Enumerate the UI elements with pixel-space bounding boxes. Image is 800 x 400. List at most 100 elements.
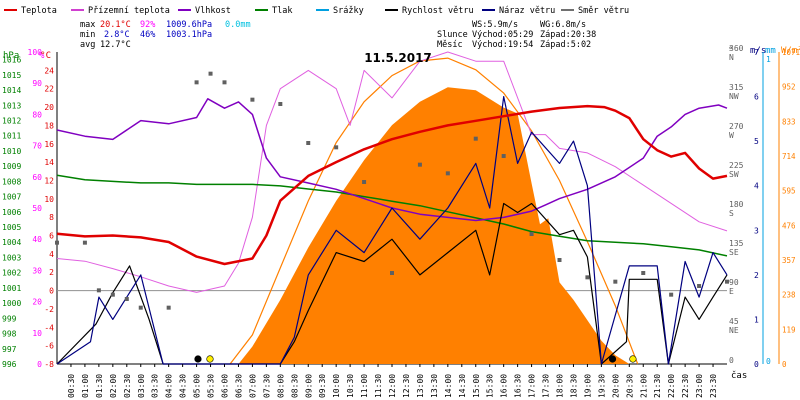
solar-tick: 357 [782,256,796,265]
time-tick: 06:00 [221,374,230,398]
temp-tick: 14 [44,158,54,167]
wind-direction-point [82,240,87,245]
time-tick: 22:00 [667,374,676,398]
time-tick: 08:30 [290,374,299,398]
wind-tick: 1 [754,315,759,324]
press-tick: 1002 [2,269,21,278]
time-tick: 15:00 [472,374,481,398]
time-tick: 09:00 [304,374,313,398]
temp-tick: -2 [44,305,54,314]
ground-temperature-line [56,51,728,293]
temp-tick: 22 [44,85,54,94]
dir-tick: 135 [729,239,744,248]
solar-tick: 238 [782,291,796,300]
wind-direction-point [390,271,394,275]
time-tick: 08:00 [276,374,285,398]
hum-tick: 30 [32,266,42,275]
stat-max-label: max [80,20,95,30]
info-block: WS:5.9m/s WG:6.8m/s Slunce Východ:05:29 … [437,20,596,50]
time-tick: 17:30 [542,374,551,398]
time-tick: 13:30 [430,374,439,398]
solar-area [57,87,727,364]
dir-cardinal: NE [729,326,739,335]
legend-label: Rychlost větru [402,6,474,16]
legend-label: Směr větru [578,6,629,16]
solar-tick: 119 [782,325,796,334]
hum-tick: 10 [32,329,42,338]
info-sunrise: Východ:05:29 [472,30,533,40]
hum-tick: 40 [32,235,42,244]
temp-tick: 2 [49,268,54,277]
temp-tick: 4 [49,250,54,259]
rain-tick: 0 [766,357,771,366]
time-tick: 07:30 [262,374,271,398]
time-tick: 12:00 [388,374,397,398]
time-tick: 05:30 [207,374,216,398]
solar-tick: 714 [782,152,796,161]
wind-direction-point [138,305,143,310]
wind-direction-point [362,180,367,184]
press-tick: 1010 [2,147,21,156]
dir-tick: 180 [729,200,744,209]
legend-label: Náraz větru [499,6,555,16]
rain-axis: 10 [766,55,771,366]
stat-max-temp: 20.1°C [100,20,131,30]
stat-max-hum: 92% [140,20,155,30]
dir-tick: 225 [729,161,744,170]
dir-tick: 0 [729,356,734,365]
time-tick: 20:00 [611,374,620,398]
wind-axis: 7 6 5 4 3 2 1 0 [754,48,759,369]
dir-cardinal: N [729,53,734,62]
time-tick: 21:00 [639,374,648,398]
temp-tick: 18 [44,121,54,130]
time-tick: 17:00 [528,374,537,398]
temp-tick: -8 [44,360,54,369]
info-wg: WG:6.8m/s [540,20,586,30]
legend: Teplota Přízemní teplota Vlhkost Tlak Srážky… [4,6,629,16]
stat-max-press: 1009.6hPa [166,20,212,30]
press-tick: 999 [2,314,17,323]
solar-tick: 952 [782,83,796,92]
hum-tick: 20 [32,298,42,307]
dir-tick: 315 [729,83,744,92]
stat-min-temp: 2.8°C [104,30,130,40]
wind-tick: 6 [754,93,759,102]
hum-tick: 90 [32,79,42,88]
time-tick: 11:30 [374,374,383,398]
dir-cardinal: E [729,287,734,296]
time-tick: 10:30 [346,374,355,398]
press-tick: 996 [2,360,17,369]
time-tick: 02:00 [109,374,118,398]
solar-theoretical-line [229,57,639,365]
dir-cardinal: NW [729,92,739,101]
wind-direction-point [417,162,422,167]
stat-min-hum: 46% [140,30,155,40]
temp-tick: 8 [49,213,54,222]
press-tick: 1014 [2,86,21,95]
time-tick: 14:30 [458,374,467,398]
press-tick: 997 [2,345,17,354]
time-tick: 23:00 [695,374,704,398]
hum-tick: 100 [28,48,43,57]
legend-label: Tlak [272,6,292,16]
wind-direction-point [278,102,283,106]
press-tick: 1003 [2,253,21,262]
time-tick: 11:00 [360,374,369,398]
wind-direction-point [501,154,506,158]
chart-title: 11.5.2017 [364,51,432,65]
wind-tick: 4 [754,182,759,191]
wind-direction-point [222,80,227,85]
wind-direction-point [96,288,101,293]
time-tick: 21:30 [653,374,662,398]
time-tick: 18:30 [569,374,578,398]
wind-direction-point [529,232,534,236]
time-tick: 01:00 [81,374,90,398]
time-axis-label: čas [731,370,747,381]
wind-direction-point [473,136,478,141]
time-tick: 05:00 [193,374,202,398]
wind-direction-point [445,171,450,176]
wind-direction-point [725,279,729,284]
sunset-marker [629,355,637,363]
